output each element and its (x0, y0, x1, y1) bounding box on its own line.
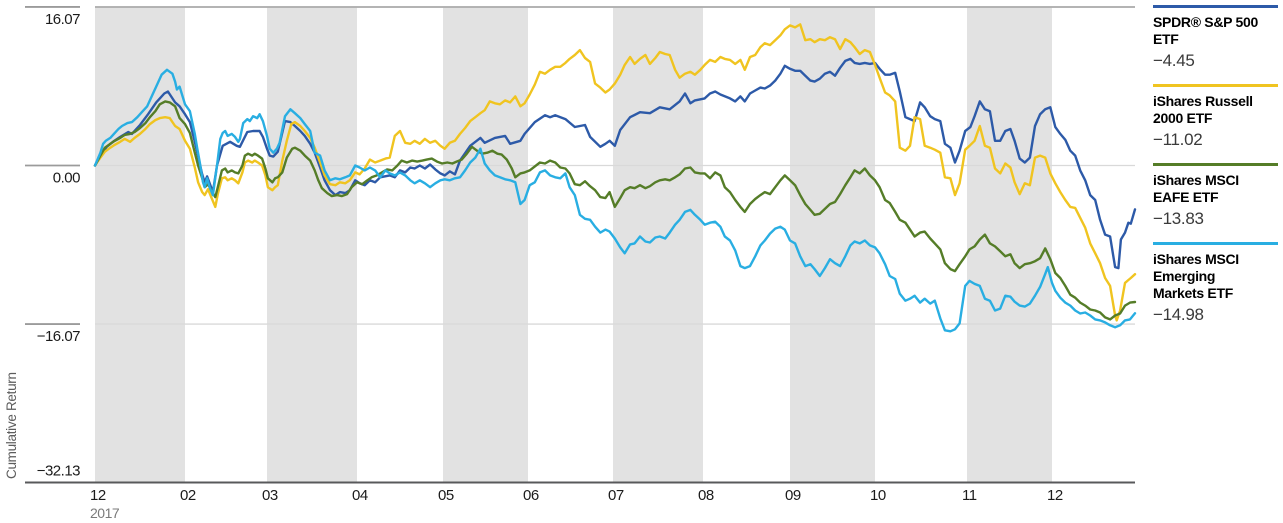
x-axis-year-label: 2017 (90, 505, 120, 521)
chart-legend: SPDR® S&P 500 ETF −4.45 iShares Russell … (1153, 5, 1278, 338)
x-axis-label: 11 (962, 487, 977, 504)
month-shading-band (443, 7, 528, 482)
x-axis-label: 08 (698, 487, 714, 504)
y-axis-title: Cumulative Return (4, 372, 19, 479)
x-axis-label: 03 (262, 487, 278, 504)
y-axis-label: −32.13 (37, 463, 80, 480)
legend-series-value: −14.98 (1153, 305, 1204, 324)
series-line-2[interactable] (93, 100, 1137, 321)
x-axis-label: 02 (180, 487, 196, 504)
x-axis-label: 12 (90, 487, 106, 504)
x-axis-label: 06 (523, 487, 539, 504)
y-axis-label: −16.07 (37, 328, 80, 345)
month-shading-band (790, 7, 875, 482)
legend-entry-msci-eafe[interactable]: iShares MSCI EAFE ETF −13.83 (1153, 163, 1278, 229)
legend-color-bar-spdr-sp500 (1153, 5, 1278, 8)
legend-series-name: iShares MSCI Emerging Markets ETF (1153, 251, 1239, 301)
x-axis-label: 05 (438, 487, 454, 504)
x-axis-label: 12 (1047, 487, 1063, 504)
x-axis-label: 09 (785, 487, 801, 504)
series-line-3[interactable] (93, 68, 1137, 333)
legend-color-bar-russell-2000 (1153, 84, 1278, 87)
month-shading-band (613, 7, 703, 482)
legend-series-value: −13.83 (1153, 209, 1204, 228)
legend-series-value: −4.45 (1153, 51, 1195, 70)
legend-entry-spdr-sp500[interactable]: SPDR® S&P 500 ETF −4.45 (1153, 5, 1278, 71)
series-line-1[interactable] (93, 23, 1137, 322)
y-axis-label: 0.00 (53, 170, 80, 187)
legend-entry-russell-2000[interactable]: iShares Russell 2000 ETF −11.02 (1153, 84, 1278, 150)
legend-color-bar-msci-eafe (1153, 163, 1278, 166)
legend-series-name: SPDR® S&P 500 ETF (1153, 14, 1258, 47)
legend-series-name: iShares MSCI EAFE ETF (1153, 172, 1239, 205)
month-shading-band (967, 7, 1052, 482)
legend-series-value: −11.02 (1153, 130, 1203, 149)
series-line-0[interactable] (93, 57, 1137, 270)
x-axis-label: 04 (352, 487, 368, 504)
x-axis-label: 07 (608, 487, 624, 504)
month-shading-band (267, 7, 357, 482)
y-axis-label: 16.07 (45, 11, 80, 28)
legend-entry-msci-emerging-markets[interactable]: iShares MSCI Emerging Markets ETF −14.98 (1153, 242, 1278, 325)
legend-series-name: iShares Russell 2000 ETF (1153, 93, 1253, 126)
x-axis-label: 10 (870, 487, 886, 504)
month-shading-band (95, 7, 185, 482)
legend-color-bar-msci-emerging-markets (1153, 242, 1278, 245)
